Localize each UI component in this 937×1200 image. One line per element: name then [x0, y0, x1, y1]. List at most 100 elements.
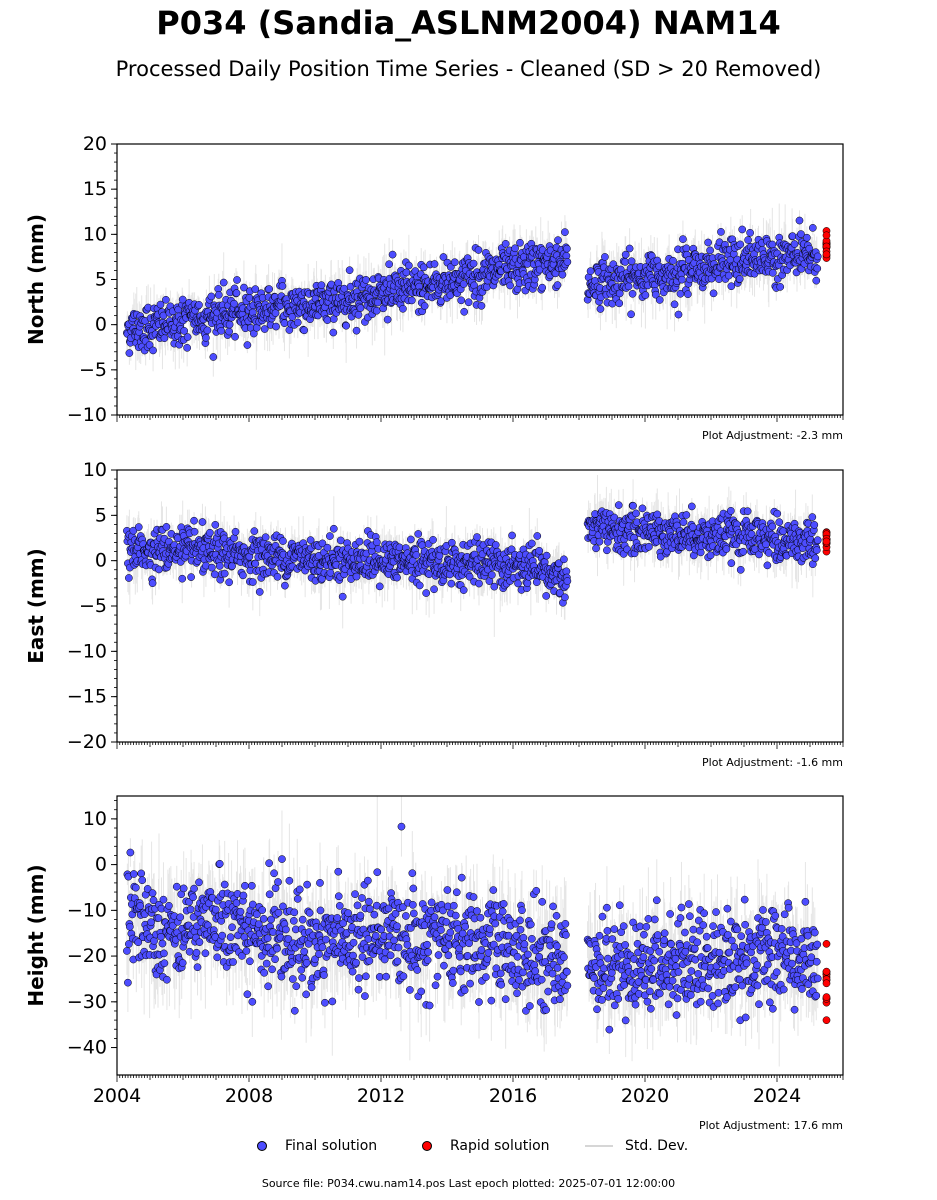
final-point: [405, 261, 413, 270]
final-point: [776, 283, 785, 291]
final-point: [245, 294, 254, 302]
final-point: [813, 264, 822, 273]
final-point: [293, 318, 302, 327]
final-point: [356, 304, 365, 312]
final-point: [420, 302, 429, 310]
final-point: [271, 309, 280, 317]
y-tick-label: −10: [67, 404, 107, 426]
rapid-point: [822, 250, 831, 259]
final-point: [129, 526, 138, 535]
final-point: [220, 569, 229, 578]
y-tick-label: 5: [95, 269, 107, 291]
final-point: [669, 256, 677, 265]
final-point: [738, 225, 747, 234]
final-point: [501, 239, 510, 248]
final-point: [214, 291, 223, 299]
final-point: [323, 543, 332, 552]
final-point: [450, 258, 459, 267]
final-point: [278, 282, 287, 290]
final-point: [231, 527, 240, 536]
final-point: [399, 304, 407, 313]
final-point: [261, 533, 270, 542]
final-point: [280, 319, 289, 328]
y-tick-label: 10: [83, 223, 107, 245]
final-point: [586, 267, 595, 275]
final-point: [406, 535, 415, 544]
final-point: [627, 257, 636, 266]
final-point: [511, 244, 519, 253]
final-point: [768, 269, 777, 277]
final-point: [704, 238, 712, 247]
final-point: [225, 578, 233, 587]
y-tick-label: −5: [79, 359, 107, 381]
final-point: [225, 327, 233, 336]
final-point: [553, 281, 562, 289]
east-final-points: [123, 501, 822, 607]
final-point: [670, 300, 679, 309]
final-point: [329, 328, 338, 337]
final-point: [735, 275, 744, 283]
final-point: [148, 579, 157, 588]
final-point: [125, 349, 134, 357]
final-point: [250, 527, 259, 535]
final-point: [627, 310, 635, 319]
final-point: [808, 224, 817, 232]
final-point: [190, 527, 199, 536]
final-point: [160, 334, 169, 343]
final-point: [717, 228, 725, 236]
final-point: [207, 563, 216, 572]
north-final-points: [123, 216, 822, 361]
final-point: [744, 236, 752, 244]
final-point: [601, 253, 609, 261]
final-point: [457, 296, 466, 305]
final-point: [178, 574, 187, 583]
final-point: [459, 280, 468, 288]
final-point: [674, 310, 683, 319]
north-y-axis-label: North (mm): [24, 214, 48, 345]
final-point: [323, 316, 332, 324]
final-point: [797, 230, 805, 238]
final-point: [372, 538, 381, 547]
final-point: [215, 562, 224, 570]
final-point: [183, 333, 192, 341]
final-point: [790, 240, 799, 248]
final-point: [388, 250, 397, 259]
east-data: [123, 474, 831, 637]
final-point: [210, 570, 219, 579]
y-tick-label: 0: [95, 314, 107, 336]
final-point: [272, 322, 280, 331]
final-point: [180, 327, 189, 335]
final-point: [317, 281, 326, 289]
final-point: [469, 259, 478, 268]
final-point: [655, 296, 664, 304]
final-point: [812, 276, 821, 285]
final-point: [209, 353, 218, 361]
final-point: [230, 299, 238, 308]
final-point: [625, 244, 634, 253]
final-point: [596, 305, 605, 313]
y-tick-label: 20: [83, 133, 107, 155]
final-point: [439, 253, 448, 261]
final-point: [326, 532, 334, 540]
final-point: [225, 320, 234, 329]
final-point: [561, 228, 569, 236]
final-point: [306, 536, 315, 544]
final-point: [682, 244, 691, 253]
final-point: [155, 565, 163, 574]
final-point: [464, 298, 473, 307]
final-point: [232, 289, 241, 297]
y-tick-label: 15: [83, 178, 107, 200]
final-point: [190, 516, 198, 525]
final-point: [516, 238, 524, 247]
final-point: [255, 588, 264, 596]
final-point: [336, 536, 345, 545]
final-point: [279, 537, 287, 545]
final-point: [156, 300, 165, 309]
final-point: [477, 301, 486, 310]
final-point: [362, 276, 370, 284]
final-point: [621, 258, 630, 266]
final-point: [125, 574, 133, 582]
final-point: [162, 523, 171, 531]
final-point: [355, 537, 364, 546]
